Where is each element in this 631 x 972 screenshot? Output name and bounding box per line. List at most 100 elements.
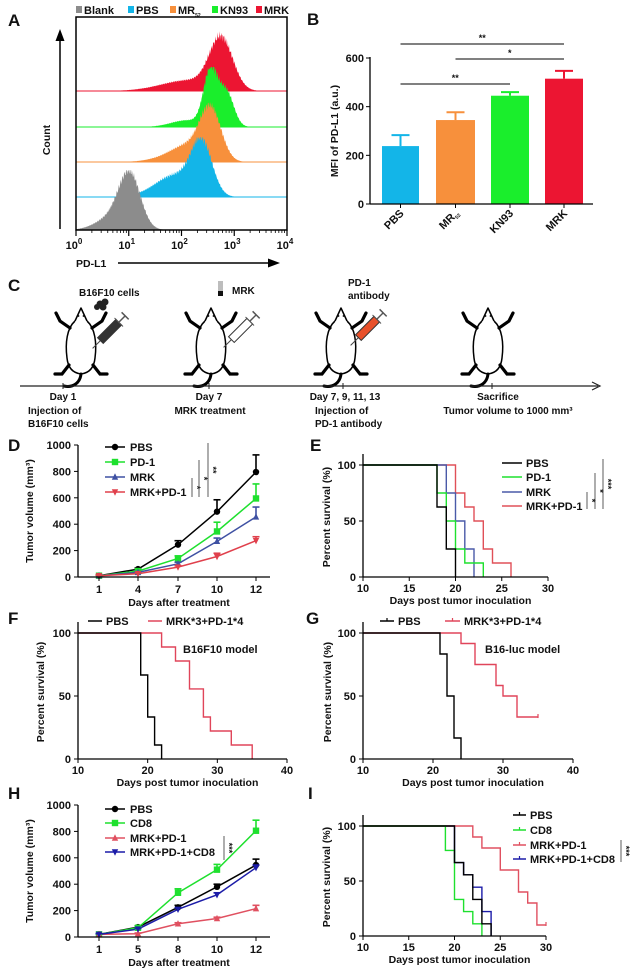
x-tick-label: 10 <box>357 765 369 777</box>
data-point <box>252 513 260 520</box>
legend-label: KN93 <box>220 5 248 17</box>
x-axis-label: Days post tumor inoculation <box>117 777 259 789</box>
y-tick-label: 200 <box>53 546 71 558</box>
legend-item: CD8 <box>513 825 552 837</box>
y-axis-label: Tumor volume (mm³) <box>24 819 36 923</box>
event-description: Tumor volume to 1000 mm³ <box>443 406 573 417</box>
legend-item: PBS <box>513 810 553 822</box>
legend-label: MRK+PD-1 <box>130 487 187 499</box>
y-tick-label: 400 <box>53 519 71 531</box>
x-tick-label: 20 <box>142 765 154 777</box>
survival-curve-pbs <box>363 464 457 577</box>
legend-marker <box>111 443 119 451</box>
data-point <box>174 906 182 913</box>
y-tick-label: 100 <box>338 821 356 833</box>
legend-item: CD8 <box>105 818 152 830</box>
panel-g-survival-chart: 0 50 100 10 20 30 40 Days post tumor inoculatio… <box>322 616 579 789</box>
y-tick-label: 50 <box>344 516 356 528</box>
legend-marker <box>111 805 119 813</box>
x-axis-label: Days after treatment <box>128 597 230 609</box>
significance-label: * <box>192 486 202 490</box>
legend-item: MRK*3+PD-1*4 <box>148 616 244 628</box>
bar-pbs <box>382 146 419 204</box>
x-tick-label: 20 <box>427 765 439 777</box>
panel-label-i: I <box>308 784 313 803</box>
survival-curve-pbs <box>78 632 163 759</box>
x-tick-label: 40 <box>281 765 293 777</box>
x-tick-label: 20 <box>448 942 460 954</box>
y-tick-label: 100 <box>53 628 71 640</box>
x-tick-label: 10 <box>357 942 369 954</box>
significance-label: * <box>595 489 605 493</box>
y-tick-label: 400 <box>346 102 364 114</box>
bar-kn93 <box>491 95 529 204</box>
bar-mrk <box>545 78 583 204</box>
y-tick-label: 600 <box>53 493 71 505</box>
significance-label: * <box>199 477 209 481</box>
panel-e-survival-chart: 0 50 100 10 15 20 25 30 Days post tumor inoculat… <box>321 454 613 607</box>
y-tick-label: 200 <box>346 150 364 162</box>
legend-item: MRK <box>502 487 551 499</box>
drug-vial-icon <box>218 281 223 296</box>
label-antibody: antibody <box>348 291 390 302</box>
data-point <box>134 926 142 933</box>
x-tick-label: 15 <box>403 942 415 954</box>
data-point <box>252 495 260 502</box>
survival-curve-pbs <box>363 825 492 936</box>
x-tick-label: 10 <box>211 944 223 956</box>
panel-a-histogram: 100 101 102 103 104 PD-L1 Count Blank PBS MR52 KN9… <box>41 5 294 270</box>
legend-item: MRK+PD-1+CD8 <box>105 847 215 859</box>
label-b16f10-cells: B16F10 cells <box>79 288 140 299</box>
histogram-pbs <box>76 137 287 197</box>
legend-item: MRK*3+PD-1*4 <box>445 616 542 628</box>
y-tick-label: 0 <box>65 572 71 584</box>
legend-swatch <box>256 6 262 13</box>
panel-c-timeline-diagram: B16F10 cells MRK PD-1 antibody Day 1 Inj… <box>20 278 602 430</box>
significance-label: *** <box>224 843 234 854</box>
legend-label: PBS <box>106 616 129 628</box>
panel-f-survival-chart: 0 50 100 10 20 30 40 Days post tumor inoculatio… <box>35 616 293 789</box>
data-point <box>174 541 182 548</box>
x-tick-label: 20 <box>449 583 461 595</box>
event-day: Day 1 <box>50 392 77 403</box>
panel-label-a: A <box>8 11 20 30</box>
y-tick-label: 600 <box>53 853 71 865</box>
legend-label: PBS <box>530 810 553 822</box>
survival-curve-cd8 <box>363 825 483 936</box>
x-tick-label: 102 <box>171 237 188 252</box>
legend-label: PBS <box>130 442 153 454</box>
x-tick-label: 103 <box>224 237 241 252</box>
x-tick-label: 12 <box>250 584 262 596</box>
significance-label: * <box>508 48 512 58</box>
data-point <box>252 468 260 476</box>
x-tick-label: 25 <box>494 942 506 954</box>
legend-label: MRK <box>264 5 289 17</box>
data-point <box>252 904 260 912</box>
survival-curve-pbs <box>363 632 462 759</box>
arrow-right-icon <box>268 258 280 268</box>
panel-label-c: C <box>8 276 20 295</box>
data-point <box>213 528 221 535</box>
data-point <box>213 553 221 561</box>
tumor-cells-icon <box>94 298 109 311</box>
panel-label-f: F <box>8 609 18 628</box>
data-point <box>252 538 260 545</box>
panel-h-tumor-growth-chart: 0 200 400 600 800 1000 1 5 8 10 12 Days after treat… <box>24 800 270 969</box>
panel-label-e: E <box>310 436 321 455</box>
legend-label: PD-1 <box>130 457 155 469</box>
data-point <box>213 883 221 891</box>
data-point <box>213 914 221 922</box>
data-point <box>95 572 103 580</box>
legend-label: PBS <box>136 5 159 17</box>
x-tick-label: 25 <box>496 583 508 595</box>
syringe-icon <box>92 311 130 349</box>
arrow-up-icon <box>55 29 65 41</box>
legend-label: PBS <box>526 458 549 470</box>
y-tick-label: 800 <box>53 466 71 478</box>
x-tick-label: 8 <box>175 944 181 956</box>
survival-curve-mrk*3+pd-1*4 <box>78 632 253 759</box>
legend-item: PBS <box>105 804 153 816</box>
legend-swatch <box>212 6 218 13</box>
panel-i-survival-chart: 0 50 100 10 15 20 25 30 Days post tumor inoculat… <box>321 810 631 966</box>
